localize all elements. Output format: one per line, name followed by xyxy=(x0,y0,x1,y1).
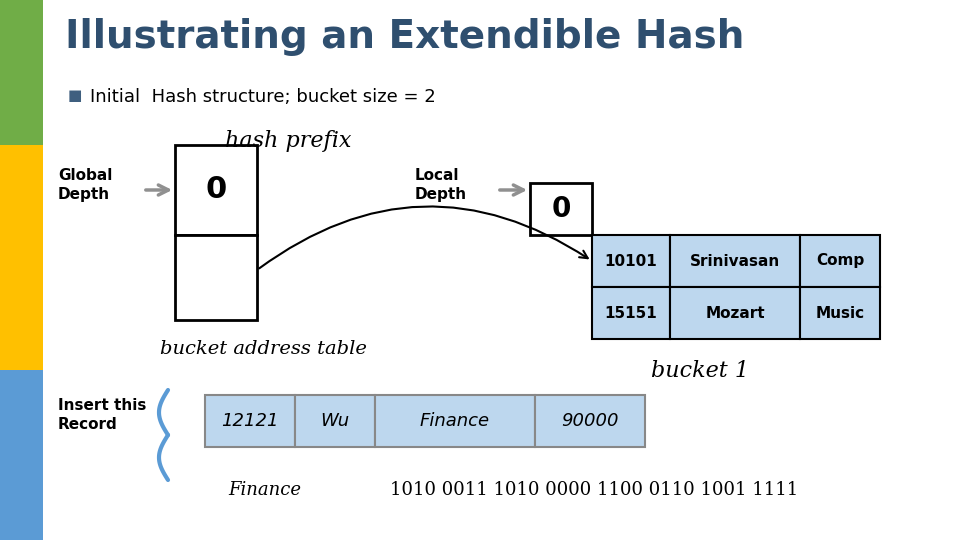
Bar xyxy=(0,370,43,540)
Bar xyxy=(670,287,800,339)
Text: 90000: 90000 xyxy=(562,412,619,430)
Text: hash prefix: hash prefix xyxy=(225,130,351,152)
Text: Local
Depth: Local Depth xyxy=(415,168,468,202)
Text: Finance: Finance xyxy=(420,412,490,430)
Text: Music: Music xyxy=(815,306,865,321)
Bar xyxy=(535,395,645,447)
Bar xyxy=(800,235,880,287)
Bar xyxy=(175,145,257,235)
Bar xyxy=(0,0,43,145)
Bar xyxy=(670,235,800,287)
Text: Illustrating an Extendible Hash: Illustrating an Extendible Hash xyxy=(65,18,744,56)
Text: 12121: 12121 xyxy=(221,412,278,430)
Text: bucket address table: bucket address table xyxy=(160,340,367,358)
Text: Initial  Hash structure; bucket size = 2: Initial Hash structure; bucket size = 2 xyxy=(90,88,436,106)
Text: ■: ■ xyxy=(68,88,83,103)
Bar xyxy=(205,395,295,447)
Text: 15151: 15151 xyxy=(605,306,658,321)
Text: 10101: 10101 xyxy=(605,253,658,268)
Text: 1010 0011 1010 0000 1100 0110 1001 1111: 1010 0011 1010 0000 1100 0110 1001 1111 xyxy=(390,481,799,499)
Text: Wu: Wu xyxy=(321,412,349,430)
Text: Mozart: Mozart xyxy=(706,306,765,321)
Text: Finance: Finance xyxy=(228,481,301,499)
FancyArrowPatch shape xyxy=(259,206,588,268)
Text: Comp: Comp xyxy=(816,253,864,268)
Bar xyxy=(592,235,670,287)
Bar xyxy=(375,395,535,447)
Text: 0: 0 xyxy=(551,195,570,223)
Text: bucket 1: bucket 1 xyxy=(651,360,749,382)
Text: 0: 0 xyxy=(205,176,227,205)
Bar xyxy=(530,183,592,235)
Bar xyxy=(800,287,880,339)
Bar xyxy=(295,395,375,447)
Bar xyxy=(0,145,43,370)
Text: Insert this
Record: Insert this Record xyxy=(58,397,146,433)
Bar xyxy=(592,287,670,339)
Text: Global
Depth: Global Depth xyxy=(58,168,112,202)
Text: Srinivasan: Srinivasan xyxy=(690,253,780,268)
Bar xyxy=(175,235,257,320)
